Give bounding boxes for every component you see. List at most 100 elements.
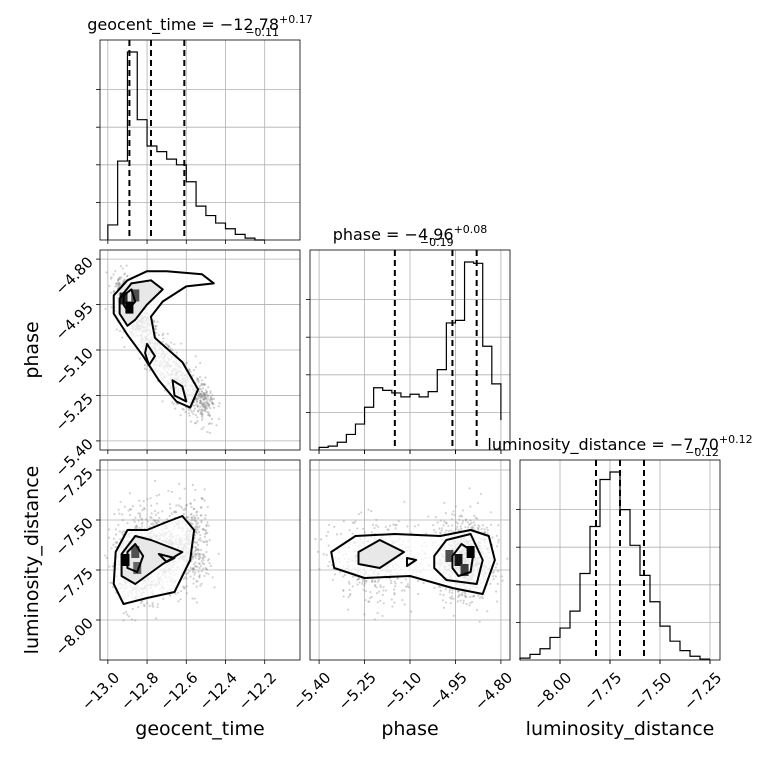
sample-point [357, 577, 360, 580]
sample-point [195, 400, 199, 403]
sample-point [134, 516, 137, 519]
x-tick-label-luminosity_distance: −8.00 [530, 669, 575, 714]
sample-point [199, 564, 203, 568]
sample-point [184, 508, 187, 511]
sample-point [373, 585, 377, 588]
sample-point [497, 570, 500, 573]
sample-point [481, 524, 484, 527]
sample-point [217, 405, 220, 408]
sample-point [122, 280, 125, 283]
sample-point [197, 562, 200, 565]
sample-point [453, 513, 456, 517]
sample-point [218, 402, 221, 405]
contour-line-5 [405, 557, 418, 567]
sample-point [197, 526, 200, 529]
sample-point [105, 556, 108, 559]
sample-point [135, 527, 138, 530]
sample-point [500, 575, 503, 578]
sample-point [492, 578, 495, 581]
sample-point [361, 527, 365, 530]
sample-point [191, 523, 194, 526]
sample-point [200, 408, 203, 412]
sample-point [197, 395, 200, 398]
sample-point [189, 502, 192, 505]
sample-point [466, 521, 469, 524]
sample-point [200, 496, 203, 500]
sample-point [475, 517, 479, 520]
sample-point [197, 538, 200, 542]
sample-point [194, 549, 197, 552]
sample-point [154, 327, 157, 330]
sample-point [200, 401, 203, 404]
sample-point [156, 606, 159, 609]
sample-point [170, 512, 173, 515]
sample-point [197, 397, 200, 400]
sample-point [199, 533, 202, 537]
sample-point [198, 385, 202, 388]
sample-point [439, 531, 442, 534]
sample-point [443, 501, 446, 504]
sample-point [199, 399, 202, 402]
sample-point [417, 579, 420, 583]
sample-point [460, 527, 463, 530]
sample-point [182, 508, 185, 512]
sample-point [356, 527, 359, 530]
density-cell [121, 554, 130, 566]
sample-point [189, 409, 192, 412]
sample-point [104, 554, 107, 557]
sample-point [434, 516, 437, 519]
sample-point [204, 517, 207, 520]
x-tick-label-geocent_time: −12.6 [156, 669, 201, 714]
sample-point [351, 521, 354, 524]
sample-point [442, 524, 445, 527]
sample-point [464, 594, 467, 597]
density-cell [445, 550, 454, 562]
sample-point [153, 520, 157, 523]
sample-point [206, 521, 209, 524]
sample-point [190, 512, 193, 515]
sample-point [170, 490, 173, 493]
sample-point [439, 519, 442, 522]
sample-point [452, 614, 455, 617]
sample-point [198, 566, 201, 570]
sample-point [382, 589, 385, 592]
sample-point [119, 500, 122, 504]
sample-point [462, 520, 465, 523]
sample-point [196, 405, 200, 408]
sample-point [187, 516, 190, 519]
sample-point [192, 369, 195, 372]
sample-point [427, 515, 430, 518]
sample-point [356, 583, 359, 586]
sample-point [203, 397, 206, 400]
sample-point [205, 568, 208, 571]
sample-point [174, 592, 177, 596]
sample-point [123, 505, 127, 508]
sample-point [206, 543, 209, 547]
sample-point [169, 347, 172, 350]
sample-point [210, 398, 213, 401]
sample-point [204, 407, 207, 410]
sample-point [197, 543, 200, 546]
sample-point [199, 412, 202, 415]
sample-point [471, 595, 474, 598]
sample-point [195, 541, 199, 544]
sample-point [177, 504, 180, 507]
sample-point [196, 528, 199, 531]
sample-point [200, 415, 204, 418]
sample-point [316, 550, 320, 553]
sample-point [202, 562, 206, 566]
sample-point [163, 389, 166, 392]
sample-point [396, 577, 399, 580]
sample-point [200, 521, 203, 524]
sample-point [209, 564, 212, 567]
sample-point [123, 345, 126, 349]
sample-point [152, 519, 155, 522]
sample-point [195, 601, 198, 604]
sample-point [204, 532, 207, 536]
panel-luminosity_distance_vs_phase [309, 459, 511, 661]
sample-point [128, 513, 132, 517]
sample-point [458, 593, 461, 596]
sample-point [126, 275, 129, 278]
sample-point [202, 426, 205, 429]
sample-point [204, 396, 207, 399]
